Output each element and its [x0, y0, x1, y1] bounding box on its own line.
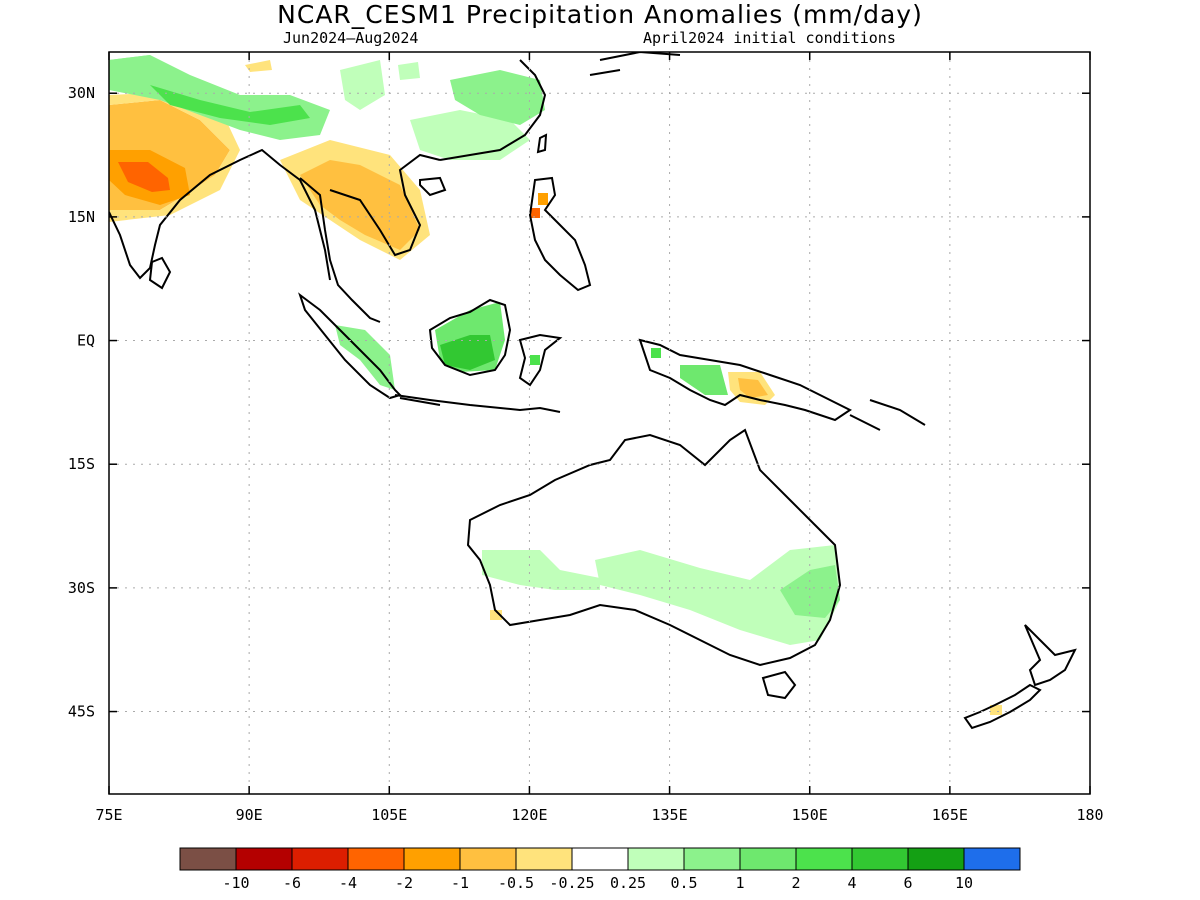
x-tick-label: 180	[1076, 806, 1103, 824]
anomaly-region-australia-wet-central	[595, 545, 840, 645]
colorbar-label: -6	[283, 874, 301, 892]
anomaly-region-tibet-wet	[340, 60, 385, 110]
anomaly-region-newzealand-dry	[990, 705, 1002, 715]
colorbar-label: -2	[395, 874, 413, 892]
x-tick-label: 135E	[652, 806, 688, 824]
y-tick-label: 30S	[68, 579, 95, 597]
colorbar-label: -1	[451, 874, 469, 892]
anomaly-region-sw-australia-dry	[490, 610, 502, 620]
coastline-new-guinea	[638, 338, 852, 422]
chart-title: NCAR_CESM1 Precipitation Anomalies (mm/d…	[277, 0, 923, 29]
anomaly-region-philippines-dry2	[530, 208, 540, 218]
colorbar-label: 10	[955, 874, 973, 892]
colorbar-swatch	[571, 847, 629, 871]
color-scale-legend: -10 -6 -4 -2 -1 -0.5 -0.25 0.25 0.5 1 2 4 6 10	[179, 847, 1021, 892]
colorbar-label: 6	[903, 874, 912, 892]
anomaly-region-new-guinea-dry-core	[738, 378, 768, 398]
colorbar-swatch	[683, 847, 741, 871]
colorbar-swatch	[235, 847, 293, 871]
anomaly-region-china-wet	[410, 110, 530, 160]
coastline-solomons	[849, 399, 926, 431]
y-tick-label: EQ	[77, 332, 95, 350]
y-tick-label: 15S	[68, 455, 95, 473]
forecast-period: Jun2024–Aug2024	[283, 29, 419, 47]
coastline-australia	[466, 428, 842, 667]
x-tick-label: 120E	[511, 806, 547, 824]
coastline-south-asia	[109, 148, 331, 281]
coastline-taiwan	[536, 133, 548, 154]
anomaly-region-australia-wet-west	[482, 550, 600, 590]
coastlines	[109, 52, 1077, 730]
anomaly-shading	[109, 55, 1002, 715]
anomaly-region-india-dry-core2	[118, 162, 170, 192]
colorbar-label: 0.5	[670, 874, 697, 892]
anomaly-region-northchina-wet	[450, 70, 545, 125]
map-frame	[108, 51, 1091, 795]
anomaly-region-nw-wet	[109, 55, 160, 80]
x-tick-label: 105E	[371, 806, 407, 824]
anomaly-region-indochina-dry	[300, 160, 420, 250]
colorbar-label: -10	[222, 874, 249, 892]
coastline-tasmania	[761, 670, 797, 700]
colorbar-swatch	[795, 847, 853, 871]
x-tick-label: 165E	[932, 806, 968, 824]
x-tick-label: 75E	[95, 806, 122, 824]
coastline-sri-lanka	[148, 256, 172, 290]
coastline-java	[394, 394, 561, 413]
coastline-borneo	[428, 298, 512, 377]
coastline-sulawesi	[518, 333, 563, 387]
colorbar-swatch	[291, 847, 349, 871]
coastline-new-zealand-north	[1024, 624, 1077, 687]
anomaly-region-himalaya-core	[150, 85, 310, 125]
colorbar-label: 1	[735, 874, 744, 892]
coastline-philippines	[528, 176, 592, 292]
axis-ticks: 75E 90E 105E 120E 135E 150E 165E 180 30N 15N EQ 15S…	[68, 52, 1104, 824]
anomaly-region-small-wet	[398, 62, 420, 80]
colorbar-swatch	[179, 847, 237, 871]
x-tick-label: 90E	[236, 806, 263, 824]
colorbar-swatch	[347, 847, 405, 871]
anomaly-region-philippines-dry	[538, 193, 548, 205]
colorbar-swatch	[963, 847, 1021, 871]
coastline-china	[419, 59, 547, 197]
colorbar-swatch	[739, 847, 797, 871]
anomaly-region-halmahera-wet	[651, 348, 661, 358]
grid-lines	[109, 52, 1090, 794]
colorbar-swatch	[627, 847, 685, 871]
colorbar-swatch	[907, 847, 965, 871]
anomaly-region-borneo-wet	[440, 335, 495, 370]
colorbar-swatch	[403, 847, 461, 871]
colorbar-label: 4	[847, 874, 856, 892]
anomaly-region-south-asia-mild	[109, 92, 240, 222]
y-tick-label: 15N	[68, 208, 95, 226]
anomaly-region-australia-wet-east	[780, 565, 840, 618]
y-tick-label: 30N	[68, 84, 95, 102]
anomaly-region-sulawesi-wet	[530, 355, 540, 365]
colorbar-label: -0.5	[498, 874, 534, 892]
colorbar-swatch	[515, 847, 573, 871]
anomaly-region-newguinea-wet	[680, 365, 728, 395]
colorbar-swatch	[851, 847, 909, 871]
initial-conditions: April2024 initial conditions	[643, 29, 896, 47]
colorbar-label: 0.25	[610, 874, 646, 892]
colorbar-swatch	[459, 847, 517, 871]
colorbar-label: -0.25	[549, 874, 594, 892]
colorbar-label: -4	[339, 874, 357, 892]
anomaly-region-plateau-dry	[245, 60, 272, 72]
coastline-indochina	[299, 153, 441, 323]
colorbar-label: 2	[791, 874, 800, 892]
x-tick-label: 150E	[792, 806, 828, 824]
coastline-honshu	[589, 52, 681, 76]
y-tick-label: 45S	[68, 703, 95, 721]
coastline-new-zealand-south	[963, 683, 1042, 730]
